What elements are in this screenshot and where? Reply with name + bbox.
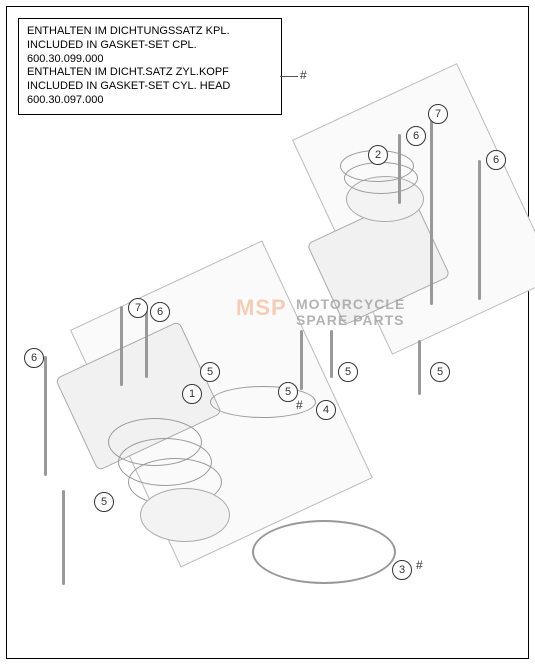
callout-4: 4 <box>316 400 336 420</box>
callout-6: 6 <box>486 150 506 170</box>
note-line: ENTHALTEN IM DICHT.SATZ ZYL.KOPF <box>27 66 273 80</box>
stud-pin <box>44 356 47 476</box>
base-gasket <box>252 520 396 584</box>
watermark-sub: MOTORCYCLE SPARE PARTS <box>296 296 405 328</box>
note-line: ENTHALTEN IM DICHTUNGSSATZ KPL. <box>27 25 273 39</box>
stud-pin <box>478 160 481 300</box>
stud-pin <box>120 306 123 386</box>
stud-pin <box>300 330 303 390</box>
hash-marker: # <box>300 68 307 82</box>
stud-pin <box>330 330 333 378</box>
note-leader <box>280 76 298 77</box>
callout-5: 5 <box>200 362 220 382</box>
note-line: 600.30.099.000 <box>27 53 273 67</box>
front-piston <box>140 488 230 542</box>
callout-6: 6 <box>150 302 170 322</box>
stud-pin <box>62 490 65 585</box>
stud-pin <box>398 134 401 204</box>
note-line: 600.30.097.000 <box>27 94 273 108</box>
hash-marker: # <box>416 558 423 572</box>
note-line: INCLUDED IN GASKET-SET CYL. HEAD <box>27 80 273 94</box>
stud-pin <box>145 310 148 378</box>
hash-marker: # <box>296 398 303 412</box>
callout-5: 5 <box>338 362 358 382</box>
callout-5: 5 <box>94 492 114 512</box>
note-line: INCLUDED IN GASKET-SET CPL. <box>27 39 273 53</box>
callout-5: 5 <box>430 362 450 382</box>
gasket-note-box: ENTHALTEN IM DICHTUNGSSATZ KPL. INCLUDED… <box>18 18 282 115</box>
callout-2: 2 <box>368 145 388 165</box>
callout-6: 6 <box>406 126 426 146</box>
callout-5: 5 <box>278 382 298 402</box>
callout-1: 1 <box>182 384 202 404</box>
watermark-sub-2: SPARE PARTS <box>296 312 405 328</box>
callout-7: 7 <box>428 104 448 124</box>
stud-pin <box>430 115 433 305</box>
watermark-sub-1: MOTORCYCLE <box>296 296 405 312</box>
callout-3: 3 <box>392 560 412 580</box>
callout-7: 7 <box>128 298 148 318</box>
rear-ring <box>344 162 418 194</box>
callout-6: 6 <box>24 348 44 368</box>
stud-pin <box>418 340 421 395</box>
